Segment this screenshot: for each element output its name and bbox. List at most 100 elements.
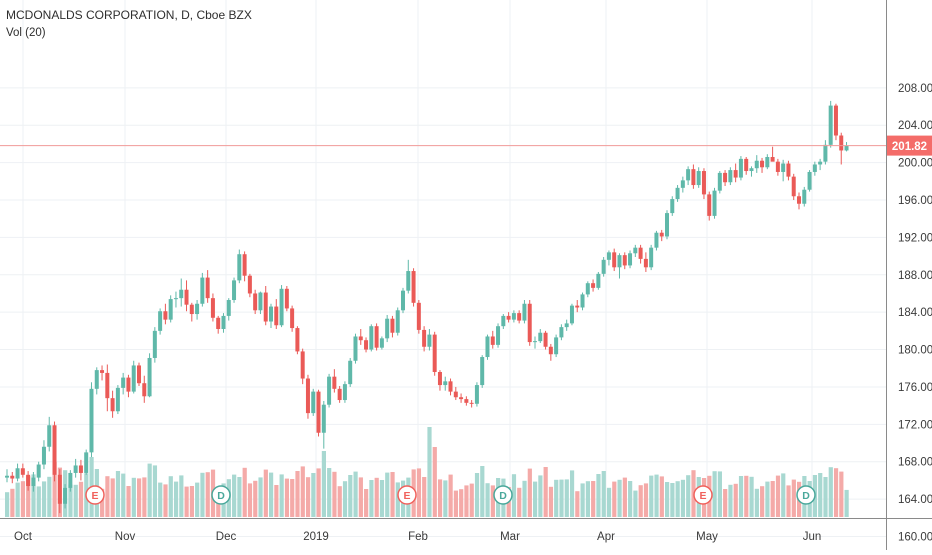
volume-bar — [517, 487, 522, 517]
dividend-marker[interactable] — [211, 485, 231, 505]
candle-body — [63, 487, 68, 504]
candle-body — [110, 398, 115, 412]
earnings-marker[interactable] — [693, 485, 713, 505]
candle-body — [501, 315, 506, 327]
x-tick-label: May — [696, 531, 718, 543]
volume-bar — [126, 486, 131, 517]
volume-bar — [828, 467, 833, 517]
candle-body — [242, 254, 247, 276]
candle-body — [385, 318, 390, 339]
candle-body — [15, 468, 20, 479]
volume-bar — [52, 461, 57, 517]
volume-bar — [327, 468, 332, 517]
candle-body — [20, 468, 25, 475]
candle-body — [707, 194, 712, 216]
candle-body — [115, 387, 120, 412]
volume-bar — [670, 483, 675, 517]
volume-bar — [237, 477, 242, 517]
candle-body — [543, 332, 548, 347]
volume-bar — [5, 492, 10, 517]
volume-bar — [638, 485, 643, 517]
candle-body — [628, 253, 633, 266]
candle-body — [263, 292, 268, 322]
volume-bar — [453, 490, 458, 517]
volume-bar — [839, 471, 844, 517]
volume-bar — [31, 474, 36, 517]
volume-bar — [179, 475, 184, 517]
volume-bar — [765, 481, 770, 517]
volume-bar — [232, 474, 237, 517]
candle-body — [437, 371, 442, 386]
candle-body — [511, 313, 516, 320]
candle-body — [665, 213, 669, 237]
candle-body — [210, 298, 215, 318]
volume-bar — [300, 466, 305, 517]
volume-bar — [686, 475, 691, 517]
volume-bar — [448, 474, 453, 517]
dividend-marker[interactable] — [796, 485, 816, 505]
dividend-marker[interactable] — [493, 485, 513, 505]
candle-body — [765, 157, 770, 168]
candle-body — [527, 303, 532, 343]
symbol-title: MCDONALDS CORPORATION, D, Cboe BZX — [6, 8, 252, 22]
candle-body — [828, 105, 833, 145]
dividend-marker-letter: D — [802, 490, 810, 502]
candle-body — [797, 196, 801, 204]
candle-body — [374, 326, 379, 348]
candle-body — [274, 306, 279, 326]
volume-bar — [68, 484, 73, 517]
candle-body — [533, 341, 537, 343]
candle-body — [68, 472, 73, 488]
candle-body — [131, 365, 136, 392]
candle-body — [416, 302, 421, 330]
candle-body — [94, 370, 99, 389]
candle-body — [152, 330, 157, 358]
candle-body — [596, 273, 601, 288]
candle-body — [654, 232, 659, 248]
earnings-marker[interactable] — [85, 485, 105, 505]
candle-body — [216, 317, 221, 329]
earnings-marker-letter: E — [403, 490, 410, 502]
candle-body — [184, 289, 189, 305]
y-tick-label: 164.00 — [898, 494, 932, 506]
volume-bar — [775, 475, 781, 517]
candle-body — [717, 172, 722, 191]
earnings-marker-letter: E — [91, 490, 98, 502]
earnings-marker[interactable] — [397, 485, 417, 505]
volume-bar — [818, 473, 823, 517]
volume-bar — [728, 484, 733, 517]
volume-bar — [580, 483, 585, 517]
candle-body — [84, 452, 89, 473]
candle-body — [179, 289, 184, 299]
candle-body — [775, 161, 780, 172]
volume-bar — [591, 481, 596, 517]
candle-body — [548, 346, 553, 355]
candle-body — [443, 381, 448, 386]
volume-bar — [184, 486, 189, 517]
candle-body — [781, 163, 786, 172]
candle-body — [205, 277, 210, 299]
candle-body — [701, 171, 706, 195]
candle-body — [195, 303, 200, 315]
volume-bar — [110, 478, 115, 517]
candle-body — [5, 475, 9, 478]
earnings-marker-letter: E — [699, 490, 706, 502]
candle-body — [321, 404, 326, 433]
candle-body — [591, 283, 596, 288]
candle-body — [469, 402, 474, 404]
candle-body — [633, 247, 638, 254]
candle-body — [422, 329, 427, 347]
candle-body — [10, 475, 15, 479]
volume-bar — [395, 482, 400, 517]
candle-body — [348, 360, 353, 385]
candle-body — [311, 391, 316, 414]
candle-body — [575, 305, 580, 308]
candle-body — [147, 357, 152, 397]
x-tick-label: Dec — [216, 531, 237, 543]
volume-bar — [738, 476, 744, 517]
volume-bar — [754, 488, 759, 517]
volume-bar — [121, 473, 126, 517]
volume-bar — [15, 482, 20, 517]
